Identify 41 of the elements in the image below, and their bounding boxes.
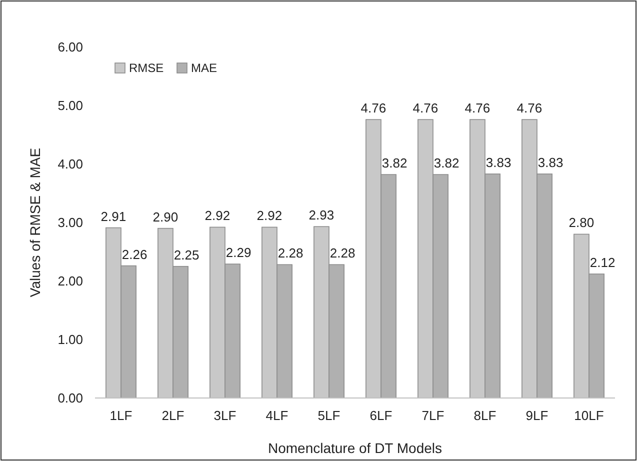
x-tick-label: 1LF xyxy=(110,408,132,423)
data-label: 2.91 xyxy=(100,208,126,224)
data-label: 4.76 xyxy=(516,100,542,116)
data-label: 4.76 xyxy=(360,100,386,116)
y-tick-label: 2.00 xyxy=(58,274,83,289)
x-tick-label: 5LF xyxy=(318,408,340,423)
x-tick-label: 9LF xyxy=(526,408,548,423)
data-label: 3.82 xyxy=(434,156,460,171)
data-label: 2.92 xyxy=(256,208,282,224)
data-label: 2.92 xyxy=(204,208,230,224)
data-label: 2.93 xyxy=(308,208,334,223)
y-tick-label: 3.00 xyxy=(58,215,83,230)
data-label: 2.80 xyxy=(568,215,594,230)
data-label: 2.28 xyxy=(330,246,356,261)
y-tick-label: 0.00 xyxy=(58,390,83,406)
x-tick-label: 10LF xyxy=(574,408,604,423)
x-tick-label: 2LF xyxy=(162,408,184,423)
x-tick-label: 3LF xyxy=(214,408,236,423)
x-tick-label: 6LF xyxy=(370,408,392,423)
data-label: 2.26 xyxy=(122,246,148,262)
legend-label: MAE xyxy=(191,61,218,75)
data-label: 2.29 xyxy=(226,245,252,260)
data-label: 2.12 xyxy=(590,254,616,270)
data-label: 3.83 xyxy=(538,154,564,170)
data-label: 3.82 xyxy=(382,156,408,171)
data-label: 4.76 xyxy=(412,100,438,116)
data-label: 2.90 xyxy=(152,209,178,224)
y-tick-label: 6.00 xyxy=(58,40,83,55)
x-axis-title: Nomenclature of DT Models xyxy=(268,440,442,456)
data-label: 2.25 xyxy=(174,247,200,262)
y-tick-label: 4.00 xyxy=(58,156,83,172)
y-tick-label: 1.00 xyxy=(58,332,83,348)
data-label: 3.83 xyxy=(486,154,512,170)
x-tick-label: 7LF xyxy=(422,408,444,423)
data-label: 4.76 xyxy=(464,100,490,116)
x-tick-label: 4LF xyxy=(266,408,288,423)
legend-label: RMSE xyxy=(129,61,164,75)
y-tick-label: 5.00 xyxy=(58,98,83,114)
data-label: 2.28 xyxy=(278,246,304,261)
y-axis-title: Values of RMSE & MAE xyxy=(27,148,43,298)
x-tick-label: 8LF xyxy=(474,408,496,423)
